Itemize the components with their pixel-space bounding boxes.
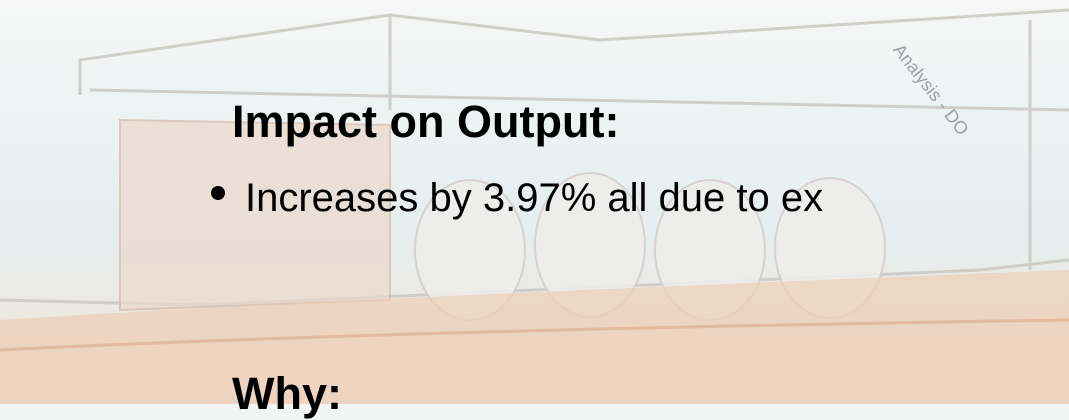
bullet-dot: [211, 186, 225, 200]
heading: Why:: [232, 368, 342, 419]
background-sketch: [0, 0, 1069, 404]
heading: Impact on Output:: [232, 96, 620, 147]
bullet-text: Increases by 3.97% all due to ex: [245, 176, 824, 220]
